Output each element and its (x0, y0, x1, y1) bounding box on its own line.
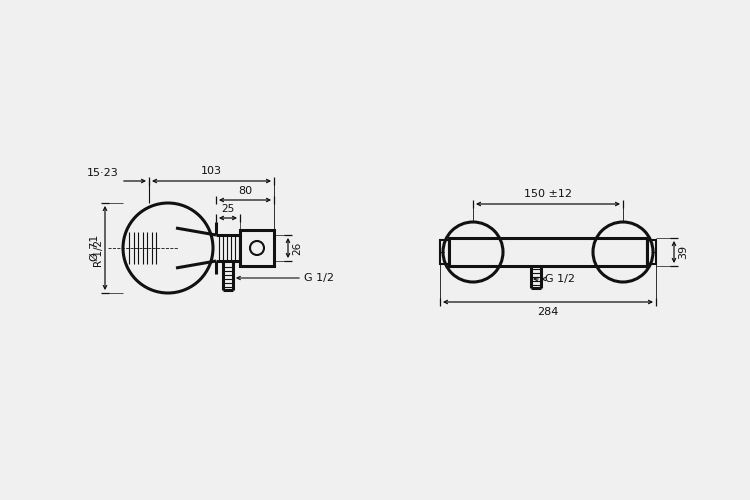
Bar (240, 230, 274, 266)
Text: 39: 39 (678, 245, 688, 259)
Text: 150 ±12: 150 ±12 (524, 189, 572, 199)
Text: G 1/2: G 1/2 (545, 274, 575, 284)
Bar (647, 240, 656, 264)
Text: 103: 103 (201, 166, 222, 176)
Text: G 1/2: G 1/2 (304, 273, 334, 283)
Text: 26: 26 (292, 242, 302, 254)
Text: Ø 71: Ø 71 (90, 235, 100, 261)
Bar (440, 240, 449, 264)
Text: 284: 284 (537, 307, 559, 317)
Text: 80: 80 (238, 186, 252, 196)
Text: 15·23: 15·23 (87, 168, 119, 178)
Bar (449, 238, 647, 266)
Text: 25: 25 (221, 204, 235, 214)
Text: R 1/2: R 1/2 (94, 240, 104, 266)
